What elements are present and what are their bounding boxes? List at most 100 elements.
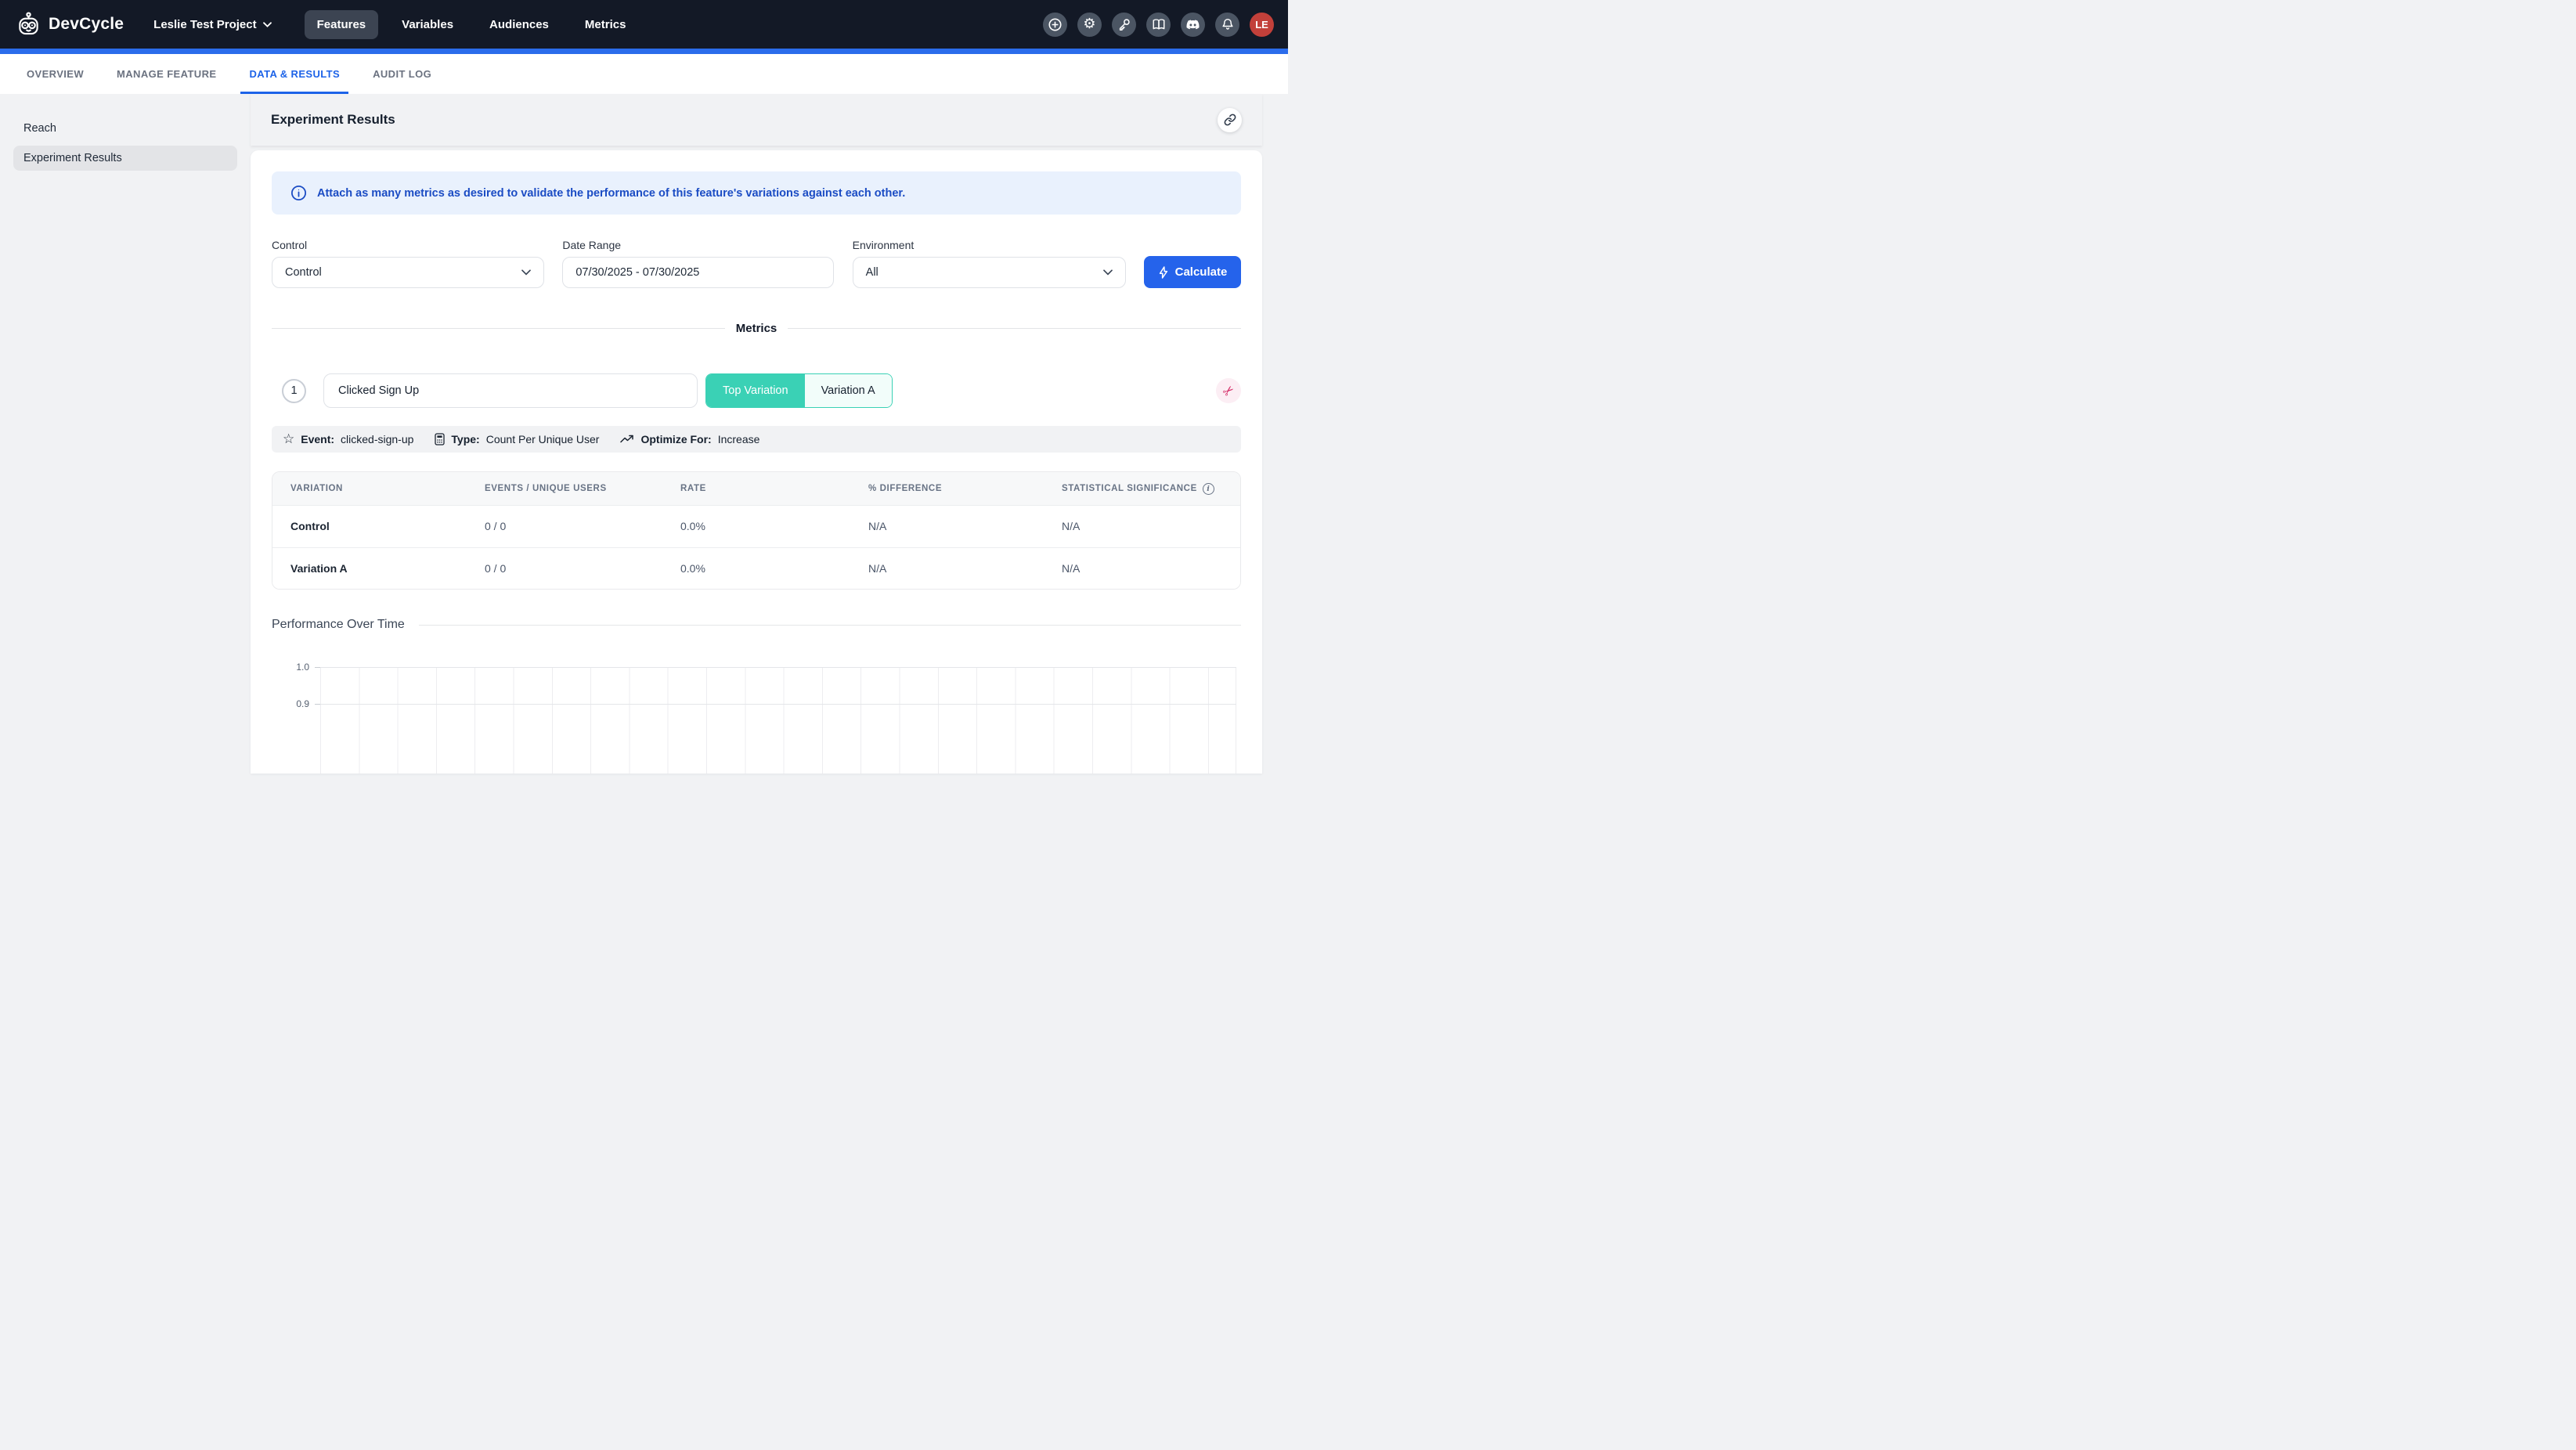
metric-index-badge: 1 [282,379,306,403]
type-value: Count Per Unique User [486,433,600,445]
tab-manage-feature[interactable]: MANAGE FEATURE [108,54,225,94]
main-panel: Experiment Results Attach as many metric… [251,94,1288,774]
add-button[interactable] [1043,13,1067,37]
nav-item-features[interactable]: Features [305,10,379,39]
primary-nav: Features Variables Audiences Metrics [305,10,639,39]
calculate-button[interactable]: Calculate [1144,256,1241,288]
ytick-1-0 [315,667,320,668]
control-label: Control [272,239,544,251]
top-navbar: DevCycle Leslie Test Project Features Va… [0,0,1288,49]
ylabel-1-0: 1.0 [272,662,309,673]
col-rate: RATE [680,484,868,493]
remove-metric-button[interactable]: ✂ [1216,378,1241,403]
significance-info-icon[interactable]: i [1203,483,1214,495]
cell-events: 0 / 0 [485,562,680,575]
ytick-0-9 [315,704,320,705]
gridline-1-0 [320,667,1236,668]
results-table: VARIATION EVENTS / UNIQUE USERS RATE % D… [272,471,1241,590]
notifications-button[interactable] [1215,13,1239,37]
environment-filter: Environment All [853,239,1126,288]
key-icon [1117,17,1131,31]
discord-button[interactable] [1181,13,1205,37]
metric-name-input[interactable] [323,373,698,408]
chevron-down-icon [263,22,272,27]
star-icon: ☆ [283,433,294,446]
control-select[interactable]: Control [272,257,544,288]
trending-up-icon [620,435,634,444]
nav-item-variables[interactable]: Variables [389,10,466,39]
page-title: Experiment Results [271,112,395,128]
experiment-results-card: Attach as many metrics as desired to val… [251,150,1262,774]
bell-icon [1221,17,1235,31]
type-label: Type: [451,433,479,445]
environment-select-value: All [866,266,879,279]
content-area: Reach Experiment Results Experiment Resu… [0,94,1288,774]
optimize-value: Increase [718,433,760,445]
brand-name: DevCycle [49,15,124,34]
devcycle-logo[interactable]: DevCycle [16,12,124,38]
toggle-top-variation[interactable]: Top Variation [706,374,805,407]
metric-event-bar: ☆ Event: clicked-sign-up Type: Count Per… [272,426,1241,453]
col-events-unique-users: EVENTS / UNIQUE USERS [485,484,680,493]
control-filter: Control Control [272,239,544,288]
event-label: Event: [301,433,334,445]
cell-significance: N/A [1062,562,1240,575]
nav-item-audiences[interactable]: Audiences [477,10,561,39]
documentation-button[interactable] [1146,13,1171,37]
link-icon [1224,114,1236,126]
metrics-divider: Metrics [272,322,1241,335]
copy-link-button[interactable] [1218,108,1242,132]
ylabel-0-9: 0.9 [272,698,309,709]
variation-toggle-group: Top Variation Variation A [705,373,893,408]
col-percent-difference: % DIFFERENCE [868,484,1062,493]
plus-circle-icon [1048,17,1063,32]
cell-events: 0 / 0 [485,520,680,532]
tab-data-results[interactable]: DATA & RESULTS [240,54,348,94]
cell-variation: Variation A [290,562,485,575]
cell-variation: Control [290,520,485,532]
optimize-info: Optimize For: Increase [620,433,759,445]
chart-gridlines [320,667,1236,774]
calculator-icon [435,433,445,445]
cell-rate: 0.0% [680,520,868,532]
api-keys-button[interactable] [1112,13,1136,37]
gear-icon: ⚙ [1083,17,1095,31]
settings-button[interactable]: ⚙ [1077,13,1102,37]
page-loading-bar [0,49,1288,54]
performance-chart: 1.0 0.9 [272,667,1241,774]
environment-label: Environment [853,239,1126,251]
nav-item-metrics[interactable]: Metrics [572,10,639,39]
filters-row: Control Control Date Range 07/30/2025 - … [272,239,1241,288]
chevron-down-icon [521,269,531,276]
cell-rate: 0.0% [680,562,868,575]
sidebar-item-reach[interactable]: Reach [13,116,237,141]
project-selector-label: Leslie Test Project [153,18,256,31]
table-row-control: Control 0 / 0 0.0% N/A N/A [272,505,1240,547]
control-select-value: Control [285,266,322,279]
type-info: Type: Count Per Unique User [435,433,599,445]
scissors-icon: ✂ [1220,382,1237,399]
info-banner-text: Attach as many metrics as desired to val… [317,187,905,200]
project-selector[interactable]: Leslie Test Project [153,18,271,31]
col-variation: VARIATION [290,484,485,493]
lightning-bolt-icon [1158,266,1169,279]
feature-tabbar: OVERVIEW MANAGE FEATURE DATA & RESULTS A… [0,54,1288,94]
info-banner: Attach as many metrics as desired to val… [272,171,1241,215]
info-circle-icon [290,185,307,201]
tab-audit-log[interactable]: AUDIT LOG [364,54,440,94]
devcycle-robot-icon [16,12,41,38]
date-range-filter: Date Range 07/30/2025 - 07/30/2025 [562,239,834,288]
environment-select[interactable]: All [853,257,1126,288]
toggle-variation-a[interactable]: Variation A [805,374,892,407]
navbar-actions: ⚙ LE [1043,13,1274,37]
date-range-input[interactable]: 07/30/2025 - 07/30/2025 [562,257,834,288]
sidebar-item-experiment-results[interactable]: Experiment Results [13,146,237,171]
metric-row: 1 Top Variation Variation A ✂ [272,373,1241,408]
gridline-0-9 [320,704,1236,705]
tab-overview[interactable]: OVERVIEW [18,54,92,94]
optimize-label: Optimize For: [640,433,711,445]
performance-title: Performance Over Time [272,618,405,632]
cell-difference: N/A [868,520,1062,532]
col-statistical-significance: STATISTICAL SIGNIFICANCE i [1062,483,1240,495]
user-avatar[interactable]: LE [1250,13,1274,37]
